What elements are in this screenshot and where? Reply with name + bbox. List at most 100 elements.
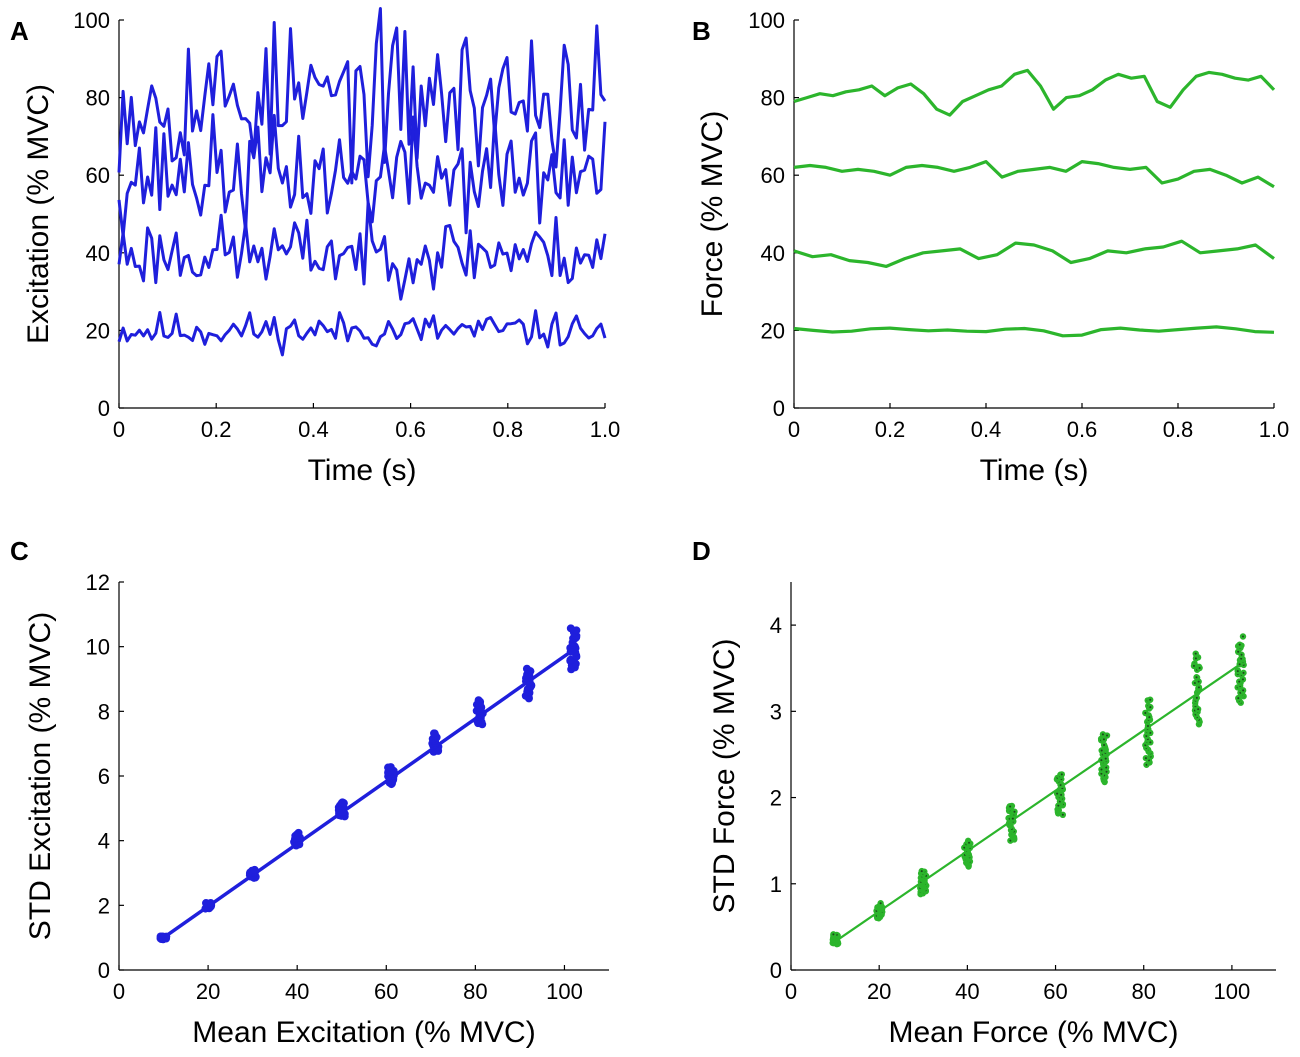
scatter-point-center [1195,696,1198,699]
scatter-point-center [1193,682,1196,685]
panel-letter: A [10,16,29,46]
x-tick-label: 80 [463,979,487,1004]
y-tick-label: 100 [73,8,110,33]
x-tick-label: 0.4 [971,417,1002,442]
scatter-point-center [1102,738,1105,741]
scatter-point-center [1103,743,1106,746]
x-axis-label: Mean Force (% MVC) [888,1016,1178,1049]
scatter-point-center [1149,706,1152,709]
scatter-point [338,798,347,807]
y-tick-label: 1 [770,872,782,897]
y-axis-label: STD Force (% MVC) [708,638,741,913]
scatter-point-center [1100,772,1103,775]
scatter-point-center [1104,757,1107,760]
y-tick-label: 4 [770,613,782,638]
scatter-point [162,932,171,941]
series-line-2 [793,239,1275,268]
scatter-point-center [1238,680,1241,683]
scatter-point-center [832,933,835,936]
x-tick-label: 1.0 [1259,417,1290,442]
x-tick-label: 100 [546,979,583,1004]
series-line-1 [793,325,1275,338]
y-axis-label: STD Excitation (% MVC) [24,612,57,940]
scatter-point-center [1009,805,1012,808]
panel-letter: D [692,536,711,566]
y-tick-label: 20 [761,318,785,343]
x-tick-label: 0.6 [395,417,426,442]
x-tick-label: 100 [1214,979,1251,1004]
x-tick-label: 0 [788,417,800,442]
scatter-point [566,624,575,633]
y-tick-label: 10 [86,635,110,660]
panel-c: C 0 20 40 60 80 100 0 2 4 6 8 10 12 Mean Excitation (%… [10,536,609,1049]
y-tick-label: 12 [86,570,110,595]
scatter-point-center [1241,678,1244,681]
scatter-point-center [1013,810,1016,813]
scatter-point [206,899,215,908]
y-tick-label: 0 [98,958,110,983]
scatter-point-center [1056,792,1059,795]
scatter-point-center [1240,657,1243,660]
scatter-point-center [920,870,923,873]
scatter-point-center [968,841,971,844]
y-tick-label: 80 [761,86,785,111]
y-tick-label: 2 [770,786,782,811]
y-axis-label: Force (% MVC) [696,111,729,318]
scatter-point-center [1149,698,1152,701]
y-tick-label: 40 [86,241,110,266]
x-tick-label: 0.4 [298,417,329,442]
x-tick-label: 0.2 [201,417,232,442]
scatter-point-center [1144,757,1147,760]
scatter-point-center [1148,716,1151,719]
scatter-point-center [1011,817,1014,820]
x-axis-label: Time (s) [980,454,1089,487]
panel-letter: B [692,16,711,46]
series-line-4 [793,68,1276,117]
x-tick-label: 1.0 [590,417,621,442]
scatter-point-center [1009,839,1012,842]
scatter-point-center [1146,724,1149,727]
scatter-point-center [1238,663,1241,666]
y-tick-label: 3 [770,699,782,724]
scatter-point-center [1106,734,1109,737]
scatter-point-center [1198,667,1201,670]
scatter-point-center [1145,734,1148,737]
x-tick-label: 0.2 [875,417,906,442]
x-tick-label: 0.8 [1163,417,1194,442]
y-tick-label: 80 [86,86,110,111]
x-tick-label: 20 [196,979,220,1004]
scatter-point-center [1197,680,1200,683]
panel-d: D 0 20 40 60 80 100 0 1 2 3 4 Mean Force (% MVC) STD … [692,536,1276,1049]
y-tick-label: 6 [98,764,110,789]
x-tick-label: 80 [1131,979,1155,1004]
scatter-point [522,664,531,673]
panel-a: A 0 0.2 0.4 0.6 0.8 1.0 0 20 40 60 80 100 Time (s) Exc… [10,7,621,487]
scatter-point-center [1100,768,1103,771]
fit-line [834,663,1242,943]
scatter-point-center [1149,731,1152,734]
scatter-point [250,865,259,874]
scatter-point-center [1192,664,1195,667]
x-axis-label: Time (s) [308,454,417,487]
scatter-point [156,932,165,941]
scatter-point-center [879,902,882,905]
scatter-point-center [1197,708,1200,711]
scatter-point-center [1057,804,1060,807]
x-tick-label: 40 [955,979,979,1004]
scatter-point-center [1100,759,1103,762]
scatter-point-center [1237,697,1240,700]
scatter-point-center [963,846,966,849]
series-line-1 [117,309,607,357]
scatter-point-center [1195,676,1198,679]
panel-letter: C [10,536,29,566]
scatter-point-center [1101,733,1104,736]
y-axis-label: Excitation (% MVC) [22,84,55,344]
series-line-3 [793,160,1275,189]
scatter-point-center [1100,749,1103,752]
scatter-point-center [1240,653,1243,656]
scatter-point-center [1242,671,1245,674]
scatter-point-center [1105,766,1108,769]
x-tick-label: 0 [113,417,125,442]
series-line-2 [117,201,607,301]
